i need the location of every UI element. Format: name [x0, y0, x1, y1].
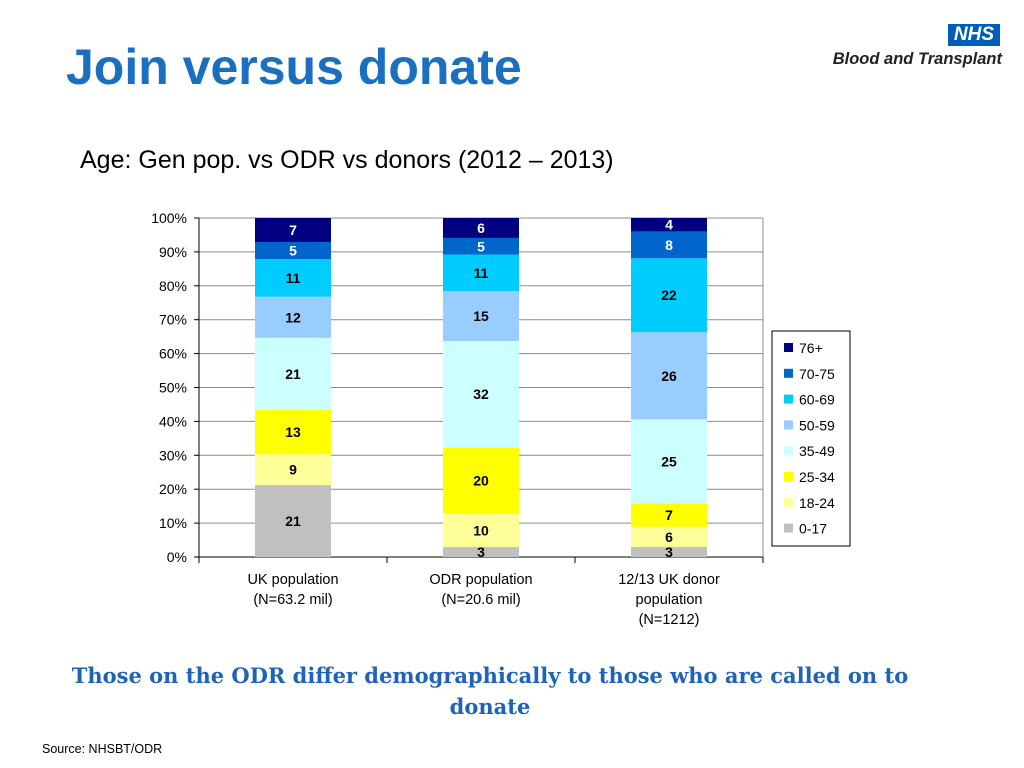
data-label: 22	[661, 287, 677, 303]
footer-statement: Those on the ODR differ demographically …	[71, 663, 909, 719]
y-tick-label: 60%	[159, 346, 187, 362]
y-tick-label: 50%	[159, 380, 187, 396]
bar-segment-76+	[255, 218, 331, 242]
bar-segment-18-24	[631, 526, 707, 547]
bar-segment-35-49	[443, 340, 519, 448]
bar-segment-35-49	[631, 419, 707, 504]
x-category-label: UK population (N=63.2 mil)	[247, 572, 339, 608]
data-label: 5	[289, 243, 297, 259]
bar-segment-50-59	[255, 296, 331, 338]
bar-segment-0-17	[631, 546, 707, 557]
legend-swatch	[784, 523, 793, 533]
chart-subtitle: Age: Gen pop. vs ODR vs donors (2012 – 2…	[80, 146, 614, 174]
nhs-logo: NHS Blood and Transplant	[800, 22, 1004, 72]
legend-label: 70-75	[799, 366, 835, 382]
y-tick-label: 70%	[159, 312, 187, 328]
bar-segment-70-75	[255, 241, 331, 260]
y-tick-label: 10%	[159, 515, 187, 531]
data-label: 15	[473, 308, 489, 324]
data-label: 3	[665, 544, 673, 560]
legend-label: 0-17	[799, 521, 827, 537]
bar-segment-70-75	[443, 237, 519, 255]
bar-segment-0-17	[255, 485, 331, 557]
logo-text: Blood and Transplant	[832, 50, 1002, 68]
slide-title: Join versus donate	[66, 39, 522, 95]
bar-segment-35-49	[255, 337, 331, 410]
x-category-label: ODR population (N=20.6 mil)	[429, 572, 533, 608]
bar-segment-25-34	[631, 503, 707, 527]
data-label: 26	[661, 368, 677, 384]
legend-swatch	[784, 446, 793, 456]
y-tick-label: 90%	[159, 244, 187, 260]
data-label: 6	[665, 529, 673, 545]
bar-segment-0-17	[443, 547, 519, 557]
legend-label: 76+	[799, 340, 823, 356]
bar-segment-76+	[443, 218, 519, 238]
legend-swatch	[784, 497, 793, 507]
legend-label: 35-49	[799, 443, 835, 459]
legend-box	[771, 330, 851, 547]
data-label: 9	[289, 462, 297, 478]
data-label: 21	[285, 366, 301, 382]
data-label: 3	[477, 544, 485, 560]
legend-label: 50-59	[799, 417, 835, 433]
legend-swatch	[784, 343, 793, 352]
bar-segment-60-69	[255, 259, 331, 297]
bar-segment-60-69	[443, 254, 519, 292]
legend-swatch	[784, 420, 793, 430]
data-label: 32	[473, 386, 489, 402]
bar-segment-70-75	[631, 231, 707, 259]
data-label: 20	[473, 473, 489, 489]
data-label: 4	[665, 217, 673, 233]
bar-segment-60-69	[631, 258, 707, 333]
x-category-label: 12/13 UK donor population (N=1212)	[618, 572, 720, 628]
bar-segment-25-34	[443, 447, 519, 514]
data-label: 7	[665, 507, 673, 523]
data-label: 25	[661, 453, 677, 469]
legend-label: 60-69	[799, 392, 835, 408]
bar-segment-50-59	[443, 291, 519, 341]
data-label: 12	[285, 309, 301, 325]
data-label: 10	[473, 522, 489, 538]
data-label: 11	[286, 270, 301, 286]
data-label: 5	[477, 238, 485, 254]
source-note: Source: NHSBT/ODR	[42, 742, 163, 756]
data-label: 21	[285, 513, 301, 529]
legend-swatch	[784, 472, 793, 481]
bar-segment-18-24	[255, 454, 331, 486]
legend-label: 25-34	[799, 469, 835, 485]
data-label: 6	[477, 220, 485, 236]
legend-swatch	[784, 368, 793, 378]
nhs-badge: NHS	[947, 24, 1000, 46]
data-label: 13	[285, 424, 301, 440]
y-tick-label: 20%	[159, 481, 187, 497]
y-tick-label: 80%	[159, 278, 187, 294]
bar-segment-50-59	[631, 332, 707, 420]
legend-swatch	[784, 394, 793, 404]
bar-segment-76+	[631, 218, 707, 232]
data-label: 7	[289, 222, 297, 238]
y-tick-label: 100%	[151, 210, 187, 226]
data-label: 8	[665, 237, 673, 253]
y-tick-label: 0%	[167, 549, 187, 565]
legend-label: 18-24	[799, 495, 835, 511]
bar-segment-18-24	[443, 513, 519, 548]
y-tick-label: 30%	[159, 447, 187, 463]
y-tick-label: 40%	[159, 413, 187, 429]
bar-segment-25-34	[255, 409, 331, 455]
data-label: 11	[474, 265, 489, 281]
